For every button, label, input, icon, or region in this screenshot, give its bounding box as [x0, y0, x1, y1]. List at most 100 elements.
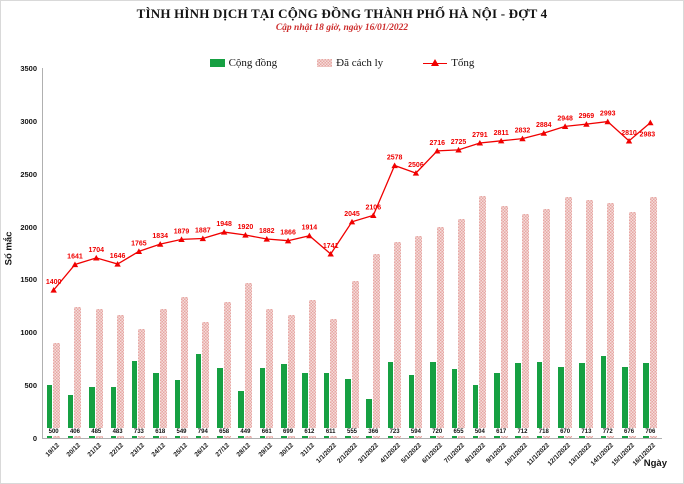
line-marker-triangle-icon	[178, 236, 185, 242]
line-marker-triangle-icon	[625, 137, 633, 144]
line-value-label: 2948	[557, 115, 573, 122]
legend: Cộng đồng Đã cách ly Tổng	[1, 57, 683, 69]
total-line	[53, 120, 651, 291]
line-marker-triangle-icon	[476, 139, 484, 146]
bar-da-cach-ly	[564, 197, 572, 438]
bar-da-cach-ly	[543, 209, 551, 438]
line-value-label: 1641	[67, 254, 83, 261]
bar-value-label: 504	[470, 428, 489, 436]
bar-cong-dong	[536, 362, 543, 438]
bar-value-label: 670	[556, 428, 575, 436]
line-value-label: 1887	[195, 228, 211, 235]
y-tick-label: 3000	[20, 116, 37, 126]
bar-da-cach-ly	[458, 219, 466, 438]
bar-cong-dong	[238, 390, 244, 438]
y-tick-label: 1000	[20, 328, 37, 338]
line-value-label: 1646	[110, 253, 126, 260]
bar-cong-dong	[281, 364, 287, 438]
line-marker-triangle-icon	[220, 229, 228, 235]
bar-value-label: 555	[343, 428, 361, 436]
line-marker-triangle-icon	[242, 232, 249, 238]
chart-subtitle: Cập nhật 18 giờ, ngày 16/01/2022	[275, 23, 409, 33]
bar-value-label: 661	[257, 428, 276, 436]
line-marker-triangle-icon	[497, 137, 505, 144]
line-marker-triangle-icon	[263, 236, 270, 242]
bar-value-label: 655	[449, 428, 468, 436]
bar-value-label: 699	[279, 428, 298, 436]
bar-value-label: 483	[108, 428, 127, 436]
bar-value-label: 706	[641, 428, 660, 436]
bar-value-label: 658	[215, 428, 234, 436]
y-axis-line	[42, 68, 43, 439]
y-axis-title: Số mắc	[3, 231, 15, 266]
line-marker-triangle-icon	[114, 260, 121, 267]
bar-cong-dong	[195, 354, 202, 438]
bar-da-cach-ly	[138, 328, 146, 438]
line-value-label: 2832	[515, 128, 531, 135]
line-value-label: 2106	[366, 204, 382, 211]
bar-cong-dong	[515, 362, 521, 438]
bar-cong-dong	[174, 379, 181, 438]
legend-swatch-pink	[317, 59, 333, 67]
bar-cong-dong	[643, 363, 649, 438]
bar-value-label: 618	[151, 428, 170, 436]
line-marker-triangle-icon	[604, 118, 611, 125]
bar-da-cach-ly	[53, 342, 61, 438]
bar-da-cach-ly	[266, 308, 274, 438]
line-marker-triangle-icon	[647, 119, 654, 126]
bar-cong-dong	[451, 368, 458, 438]
bar-da-cach-ly	[308, 300, 316, 438]
bar-value-label: 713	[577, 428, 596, 436]
bar-cong-dong	[430, 361, 436, 438]
x-axis-line	[42, 438, 662, 439]
bar-value-label: 676	[620, 428, 639, 436]
line-value-label: 1400	[46, 279, 62, 286]
bar-cong-dong	[323, 373, 330, 438]
bar-value-label: 772	[598, 428, 617, 436]
bar-da-cach-ly	[479, 196, 487, 438]
line-marker-triangle-icon	[391, 162, 398, 169]
bar-da-cach-ly	[351, 280, 359, 438]
bar-da-cach-ly	[500, 206, 508, 438]
bar-cong-dong	[345, 379, 351, 438]
y-tick-label: 2500	[20, 169, 37, 179]
bar-cong-dong	[46, 385, 53, 438]
bar-value-label: 612	[300, 428, 319, 436]
line-value-label: 1834	[152, 233, 168, 240]
bar-da-cach-ly	[117, 315, 125, 438]
line-marker-triangle-icon	[71, 261, 79, 268]
bar-da-cach-ly	[372, 254, 380, 438]
bar-da-cach-ly	[585, 199, 593, 438]
legend-item-da-cach-ly: Đã cách ly	[317, 57, 383, 69]
bar-cong-dong	[472, 384, 479, 438]
line-value-label: 1704	[88, 247, 104, 254]
bar-da-cach-ly	[415, 235, 423, 438]
bar-cong-dong	[302, 373, 308, 438]
bar-da-cach-ly	[202, 322, 210, 438]
bar-da-cach-ly	[181, 297, 189, 438]
line-marker-triangle-icon	[455, 146, 462, 153]
bar-cong-dong	[217, 368, 223, 438]
bar-value-label: 720	[428, 428, 447, 436]
line-value-label: 2884	[536, 122, 552, 129]
bar-value-label: 617	[492, 428, 511, 436]
bar-value-label: 594	[406, 428, 425, 436]
bar-da-cach-ly	[159, 309, 167, 438]
line-value-label: 2811	[494, 130, 509, 137]
line-value-label: 2983	[640, 132, 656, 139]
line-value-label: 2045	[344, 211, 360, 218]
line-value-label: 1882	[259, 228, 275, 235]
chart-title: TÌNH HÌNH DỊCH TẠI CỘNG ĐỒNG THÀNH PHỐ H…	[136, 6, 548, 21]
line-value-label: 2578	[387, 154, 403, 161]
bar-value-label: 485	[87, 428, 106, 436]
bar-cong-dong	[67, 395, 74, 438]
line-value-label: 2725	[451, 139, 467, 146]
line-value-label: 1765	[131, 240, 147, 247]
line-marker-triangle-icon	[157, 241, 164, 247]
bar-cong-dong	[558, 367, 564, 438]
bar-value-label: 406	[65, 428, 84, 436]
line-marker-triangle-icon	[199, 235, 207, 242]
bar-value-label: 500	[44, 428, 63, 436]
total-line-layer: 1400 1641 1704 1646 1765 1834 1879 1887 1948 1920…	[46, 111, 656, 293]
x-axis-title: Ngày	[643, 458, 667, 469]
